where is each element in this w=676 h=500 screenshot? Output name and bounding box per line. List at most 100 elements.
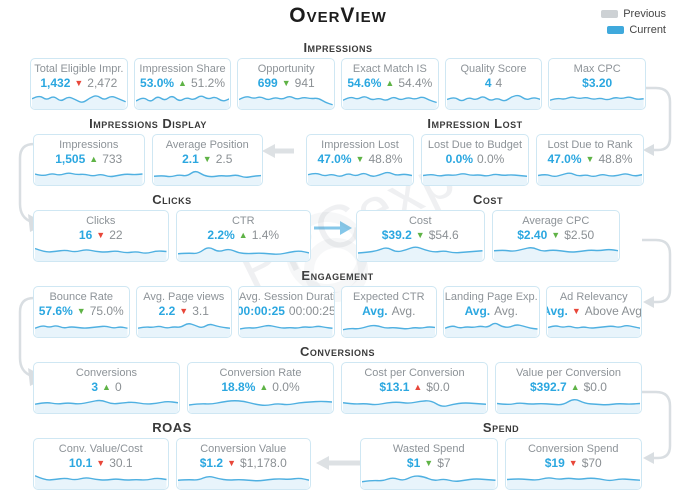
previous-value: 00:00:25: [288, 304, 335, 318]
kpi-title: Wasted Spend: [392, 443, 465, 455]
current-value: 10.1: [68, 456, 93, 470]
sparkline-chart: [343, 89, 437, 109]
kpi-values: 57.6% ▼ 75.0%: [34, 304, 129, 318]
trend-down-icon: ▼: [571, 305, 581, 316]
kpi-card-wasted-spend[interactable]: Wasted Spend $1 ▼ $7: [360, 438, 498, 490]
kpi-values: 47.0% ▼ 48.8%: [537, 152, 643, 166]
kpi-title: Conversion Value: [200, 443, 287, 455]
sparkline-chart: [358, 241, 483, 261]
section-engagement: Engagement Bounce Rate 57.6% ▼ 75.0% Avg. Pag…: [33, 268, 642, 338]
previous-value: 51.2%: [190, 76, 225, 90]
kpi-card-average-cpc[interactable]: Average CPC $2.40 ▼ $2.50: [491, 210, 620, 262]
kpi-card-cost-per-conversion[interactable]: Cost per Conversion $13.1 ▲ $0.0: [341, 362, 488, 414]
kpi-title: Avg. Session Duration: [239, 291, 334, 303]
kpi-title: Cost per Conversion: [364, 367, 465, 379]
kpi-card-avg-page-views[interactable]: Avg. Page views 2.2 ▼ 3.1: [135, 286, 232, 338]
sparkline-chart: [493, 241, 618, 261]
previous-value: 2,472: [87, 76, 118, 90]
kpi-title: Average CPC: [522, 215, 590, 227]
trend-down-icon: ▼: [96, 229, 106, 240]
sparkline-chart: [239, 89, 334, 109]
section-title: Impressions Display: [89, 116, 207, 131]
flow-arrow-clicks-to-cost-icon: [314, 221, 352, 235]
previous-value: 30.1: [109, 456, 133, 470]
kpi-title: Lost Due to Budget: [427, 139, 523, 151]
kpi-card-clicks[interactable]: Clicks 16 ▼ 22: [33, 210, 169, 262]
kpi-values: $19 ▼ $70: [506, 456, 642, 470]
trend-up-icon: ▲: [102, 381, 111, 392]
kpi-card-landing-page-exp[interactable]: Landing Page Exp. Avg. Avg.: [443, 286, 540, 338]
kpi-card-conversion-value[interactable]: Conversion Value $1.2 ▼ $1,178.0: [175, 438, 311, 490]
kpi-values: $39.2 ▼ $54.6: [357, 228, 484, 242]
current-value: $13.1: [379, 380, 410, 394]
kpi-values: 2.2% ▲ 1.4%: [177, 228, 311, 242]
kpi-card-exact-match-is[interactable]: Exact Match IS 54.6% ▲ 54.4%: [341, 58, 439, 110]
current-value: 2.2: [158, 304, 176, 318]
current-value: $392.7: [530, 380, 567, 394]
kpi-card-lost-due-to-budget[interactable]: Lost Due to Budget 0.0% 0.0%: [421, 134, 529, 186]
legend-item-current: Current: [601, 24, 666, 36]
trend-down-icon: ▼: [281, 77, 291, 88]
section-title: Impression Lost: [427, 116, 523, 131]
kpi-card-ad-relevancy[interactable]: Ad RelevancyAvg.▼Above Avg.: [545, 286, 642, 338]
kpi-card-opportunity[interactable]: Opportunity 699 ▼ 941: [237, 58, 336, 110]
kpi-card-impressions[interactable]: Impressions 1,505 ▲ 733: [33, 134, 145, 186]
kpi-card-quality-score[interactable]: Quality Score 4 4: [444, 58, 543, 110]
kpi-values: Avg.▼Above Avg.: [546, 304, 641, 318]
previous-value: $54.6: [428, 228, 459, 242]
trend-down-icon: ▼: [568, 457, 578, 468]
kpi-card-impression-lost[interactable]: Impression Lost 47.0% ▼ 48.8%: [306, 134, 414, 186]
sparkline-chart: [547, 317, 640, 337]
current-value: $3.20: [582, 76, 613, 90]
kpi-card-max-cpc[interactable]: Max CPC $3.20: [548, 58, 647, 110]
kpi-card-conversion-rate[interactable]: Conversion Rate 18.8% ▲ 0.0%: [187, 362, 334, 414]
sparkline-chart: [35, 165, 143, 185]
kpi-title: Exact Match IS: [352, 63, 427, 75]
kpi-card-average-position[interactable]: Average Position 2.1 ▼ 2.5: [151, 134, 263, 186]
previous-value: 0: [114, 380, 122, 394]
kpi-values: 2.2 ▼ 3.1: [137, 304, 232, 318]
kpi-card-impression-share[interactable]: Impression Share 53.0% ▲ 51.2%: [133, 58, 232, 110]
current-value: 16: [78, 228, 93, 242]
sparkline-chart: [177, 469, 309, 489]
section-title: Spend: [482, 420, 520, 435]
kpi-card-conversions[interactable]: Conversions 3 ▲ 0: [33, 362, 180, 414]
current-value: 53.0%: [140, 76, 175, 90]
sparkline-chart: [497, 393, 640, 413]
sparkline-chart: [153, 165, 261, 185]
previous-value: 54.4%: [398, 76, 433, 90]
kpi-title: CTR: [231, 215, 255, 227]
kpi-title: Landing Page Exp.: [444, 291, 538, 303]
sparkline-chart: [32, 89, 126, 109]
current-value: Avg.: [362, 304, 388, 318]
sparkline-chart: [362, 469, 496, 489]
kpi-card-conv-value-cost[interactable]: Conv. Value/Cost 10.1 ▼ 30.1: [33, 438, 169, 490]
sparkline-chart: [35, 317, 128, 337]
kpi-card-bounce-rate[interactable]: Bounce Rate 57.6% ▼ 75.0%: [33, 286, 130, 338]
section-spend: Spend Wasted Spend $1 ▼ $7 Conversion Spend $1…: [360, 420, 642, 490]
previous-value: $0.0: [426, 380, 450, 394]
kpi-title: Cost: [408, 215, 432, 227]
kpi-card-lost-due-to-rank[interactable]: Lost Due to Rank 47.0% ▼ 48.8%: [536, 134, 644, 186]
kpi-title: Value per Conversion: [516, 367, 621, 379]
kpi-card-ctr[interactable]: CTR 2.2% ▲ 1.4%: [175, 210, 311, 262]
kpi-card-total-eligible-impr[interactable]: Total Eligible Impr. 1,432 ▼ 2,472: [30, 58, 128, 110]
sparkline-chart: [189, 393, 332, 413]
current-value: 47.0%: [547, 152, 582, 166]
section-title: Cost: [473, 192, 503, 207]
kpi-values: $1 ▼ $7: [361, 456, 497, 470]
kpi-card-conversion-spend[interactable]: Conversion Spend $19 ▼ $70: [504, 438, 642, 490]
trend-up-icon: ▲: [259, 381, 269, 392]
kpi-values: 2.1 ▼ 2.5: [153, 152, 263, 166]
kpi-title: Conversion Rate: [219, 367, 302, 379]
current-value: $39.2: [381, 228, 412, 242]
kpi-card-cost[interactable]: Cost $39.2 ▼ $54.6: [356, 210, 485, 262]
kpi-card-expected-ctr[interactable]: Expected CTR Avg. Avg.: [340, 286, 437, 338]
previous-value: $2.50: [564, 228, 595, 242]
previous-value: Avg.: [391, 304, 416, 318]
kpi-card-value-per-conversion[interactable]: Value per Conversion $392.7 ▲ $0.0: [495, 362, 642, 414]
section-title: Engagement: [301, 268, 374, 283]
